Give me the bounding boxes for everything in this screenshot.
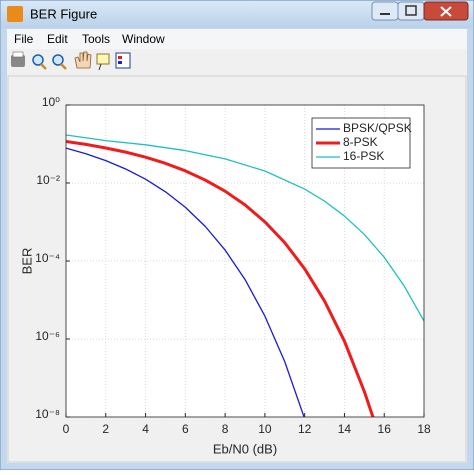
- legend-label: BPSK/QPSK: [343, 121, 412, 135]
- y-axis-label: BER: [19, 248, 34, 275]
- menu-item[interactable]: Edit: [47, 32, 68, 46]
- x-tick-label: 16: [378, 422, 392, 436]
- y-tick-label: 10⁻⁸: [35, 407, 60, 421]
- legend-label: 8-PSK: [343, 135, 378, 149]
- series-line: [66, 140, 375, 417]
- x-tick-label: 14: [338, 422, 352, 436]
- y-tick-label: 10⁻⁴: [35, 251, 60, 265]
- maximize-button[interactable]: [397, 1, 425, 21]
- x-tick-label: 6: [182, 422, 189, 436]
- menu-item[interactable]: Window: [122, 32, 165, 46]
- x-tick-label: 4: [142, 422, 149, 436]
- x-tick-label: 10: [258, 422, 272, 436]
- menu-item[interactable]: File: [14, 32, 34, 46]
- x-tick-label: 12: [298, 422, 312, 436]
- x-tick-label: 18: [417, 422, 431, 436]
- x-axis-label: Eb/N0 (dB): [213, 441, 277, 456]
- legend-label: 16-PSK: [343, 149, 384, 163]
- toolbar-icons[interactable]: [11, 51, 131, 71]
- app-icon: [7, 6, 23, 22]
- menu-bar: [7, 29, 467, 49]
- y-tick-label: 10⁻⁶: [35, 329, 60, 343]
- window-title: BER Figure: [30, 6, 97, 21]
- x-tick-label: 2: [102, 422, 109, 436]
- minimize-button[interactable]: [371, 1, 399, 21]
- series-line: [66, 134, 424, 322]
- x-tick-label: 8: [222, 422, 229, 436]
- x-tick-label: 0: [63, 422, 70, 436]
- y-tick-label: 10⁻²: [36, 173, 60, 187]
- y-tick-label: 10⁰: [42, 95, 60, 109]
- series-line: [66, 147, 305, 417]
- menu-item[interactable]: Tools: [82, 32, 110, 46]
